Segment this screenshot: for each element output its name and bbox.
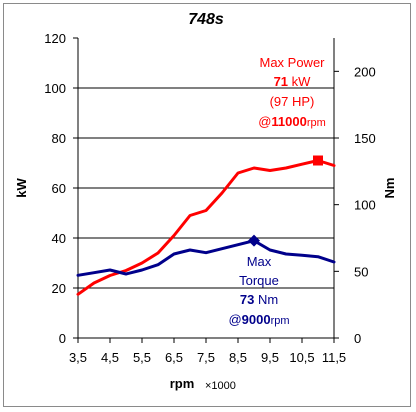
max-power-value: 71: [274, 74, 288, 89]
max-torque-rpm-line: @9000rpm: [228, 312, 289, 327]
y-left-tick-label: 20: [52, 281, 66, 296]
y-right-tick-label: 50: [354, 264, 368, 279]
max-power-at: @: [258, 114, 271, 129]
markers-layer: [248, 155, 323, 247]
tick-labels: 0 20 40 60 80 100 120 0 50 100 150 200 3,5 4,5 5,5 6,5 7…: [44, 31, 375, 365]
max-power-rpm-unit: rpm: [307, 117, 326, 129]
max-torque-at: @: [228, 312, 241, 327]
y-left-tick-label: 40: [52, 231, 66, 246]
max-power-hp: (97 HP): [270, 94, 315, 109]
x-tick-label: 11,5: [322, 350, 346, 365]
max-power-annotation: Max Power 71 kW (97 HP) @11000rpm: [258, 55, 326, 129]
x-tick-label: 10,5: [289, 350, 314, 365]
x-axis-multiplier: ×1000: [205, 380, 236, 392]
y-right-tick-label: 200: [354, 64, 376, 79]
chart-title: 748s: [188, 11, 224, 28]
x-tick-label: 7,5: [197, 350, 215, 365]
x-tick-label: 3,5: [69, 350, 87, 365]
x-tick-label: 9,5: [261, 350, 279, 365]
y-left-tick-label: 60: [52, 181, 66, 196]
max-torque-annotation: Max Torque 73 Nm @9000rpm: [228, 254, 289, 327]
max-power-marker: [313, 155, 323, 166]
axes: [73, 37, 339, 343]
max-torque-rpm: 9000: [242, 312, 271, 327]
max-torque-value-line: 73 Nm: [240, 292, 278, 307]
max-torque-unit: Nm: [258, 292, 278, 307]
torque-series-line: [76, 239, 336, 277]
max-torque-marker: [248, 234, 260, 247]
max-torque-rpm-unit: rpm: [271, 315, 290, 327]
x-tick-label: 5,5: [133, 350, 151, 365]
x-tick-label: 4,5: [101, 350, 119, 365]
max-torque-title: Max: [247, 254, 272, 269]
y-left-tick-label: 100: [44, 81, 66, 96]
x-tick-label: 6,5: [165, 350, 183, 365]
y-left-tick-label: 0: [59, 331, 66, 346]
max-power-title: Max Power: [259, 55, 325, 70]
y-left-tick-label: 80: [52, 131, 66, 146]
gridlines: [78, 87, 334, 289]
max-torque-value: 73: [240, 292, 254, 307]
y-axis-right-label: Nm: [382, 178, 397, 199]
max-torque-subtitle: Torque: [239, 273, 279, 288]
max-power-value-line: 71 kW: [274, 74, 312, 89]
x-axis-label: rpm: [170, 376, 195, 391]
y-left-tick-label: 120: [44, 31, 66, 46]
series-layer: [76, 159, 336, 296]
max-power-unit: kW: [292, 74, 312, 89]
x-tick-label: 8,5: [229, 350, 247, 365]
y-right-tick-label: 150: [354, 131, 376, 146]
max-power-rpm: 11000: [271, 114, 306, 129]
max-power-rpm-line: @11000rpm: [258, 114, 326, 129]
y-right-tick-label: 100: [354, 198, 376, 213]
y-axis-left-label: kW: [14, 178, 29, 198]
y-right-tick-label: 0: [354, 331, 361, 346]
